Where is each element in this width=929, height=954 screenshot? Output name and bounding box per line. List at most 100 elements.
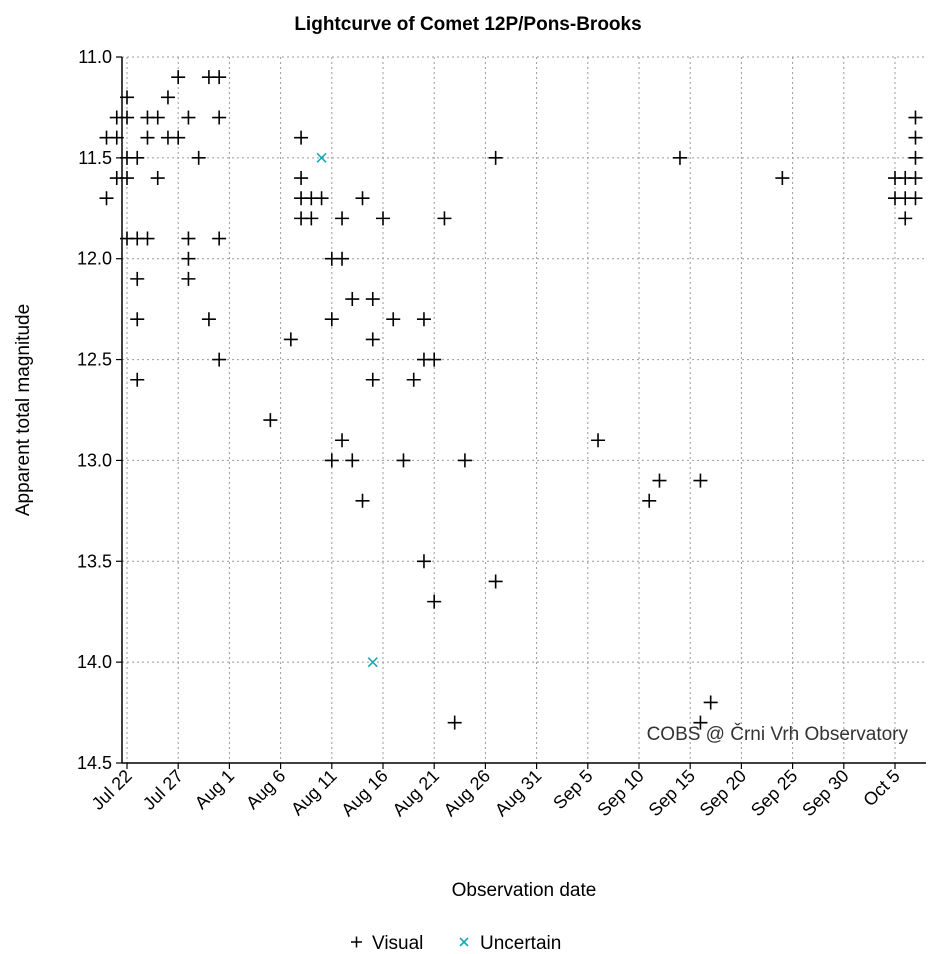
visual-point [365, 332, 380, 347]
visual-point [130, 312, 145, 327]
uncertain-point [316, 152, 327, 163]
visual-point [908, 191, 923, 206]
y-tick-label: 12.5 [77, 350, 112, 370]
x-tick-label: Aug 16 [337, 766, 391, 820]
grid [122, 56, 926, 764]
visual-point [908, 110, 923, 125]
legend-item-uncertain: Uncertain [459, 933, 561, 954]
visual-point [672, 150, 687, 165]
visual-point [345, 292, 360, 307]
visual-point [365, 292, 380, 307]
legend-label-visual: Visual [372, 933, 423, 954]
visual-point [171, 130, 186, 145]
visual-point [130, 372, 145, 387]
x-tick-label: Oct 5 [859, 766, 904, 811]
visual-point [181, 251, 196, 266]
visual-point [693, 715, 708, 730]
x-tick-label: Sep 30 [798, 766, 852, 820]
visual-point [652, 473, 667, 488]
axes [121, 57, 926, 764]
visual-point [109, 130, 124, 145]
visual-point [140, 130, 155, 145]
visual-point [304, 211, 319, 226]
uncertain-point [367, 657, 378, 668]
visual-point [427, 594, 442, 609]
y-tick-label: 14.0 [77, 652, 112, 672]
x-tick-label: Aug 6 [242, 766, 289, 813]
visual-point [294, 130, 309, 145]
visual-point [457, 453, 472, 468]
visual-point [212, 70, 227, 85]
x-tick-label: Sep 25 [747, 766, 801, 820]
visual-point [140, 231, 155, 246]
visual-point [181, 231, 196, 246]
visual-point [324, 453, 339, 468]
x-tick-label: Sep 15 [645, 766, 699, 820]
visual-point [427, 352, 442, 367]
visual-point [335, 251, 350, 266]
visual-point [212, 110, 227, 125]
visual-point [703, 695, 718, 710]
visual-point [120, 171, 134, 186]
visual-point [642, 493, 657, 508]
visual-point [386, 312, 401, 327]
visual-point [488, 150, 503, 165]
visual-point [693, 473, 708, 488]
visual-point [294, 171, 309, 186]
visual-point [171, 70, 186, 85]
observatory-credit: COBS @ Črni Vrh Observatory [647, 723, 909, 745]
legend-label-uncertain: Uncertain [480, 933, 561, 954]
visual-point [130, 150, 145, 165]
uncertain-marker-icon [459, 937, 469, 947]
visual-point [191, 150, 206, 165]
visual-point [396, 453, 411, 468]
y-tick-label: 11.0 [78, 47, 112, 67]
y-tick-labels: 11.0 11.5 12.0 12.5 13.0 13.5 14.0 14.5 [77, 47, 122, 773]
x-tick-label: Aug 11 [287, 766, 341, 820]
visual-point [908, 150, 923, 165]
y-axis-title: Apparent total magnitude [13, 304, 34, 516]
visual-point [908, 130, 923, 145]
y-tick-label: 14.5 [77, 753, 112, 773]
visual-point [120, 110, 134, 125]
visual-point [488, 574, 503, 589]
visual-point [345, 453, 360, 468]
visual-point [416, 554, 431, 569]
visual-point [283, 332, 298, 347]
visual-point [99, 191, 114, 206]
visual-point [181, 110, 196, 125]
visual-point [355, 191, 370, 206]
x-tick-label: Sep 5 [549, 766, 596, 813]
visual-point [447, 715, 462, 730]
y-tick-label: 12.0 [77, 249, 112, 269]
visual-point [181, 271, 196, 286]
visual-point [201, 312, 216, 327]
visual-point [908, 171, 923, 186]
visual-point [898, 211, 913, 226]
y-tick-label: 13.5 [77, 551, 112, 571]
visual-marker-icon [351, 936, 362, 948]
visual-point [150, 110, 165, 125]
visual-point [120, 90, 134, 105]
x-axis-title: Observation date [452, 880, 597, 901]
x-tick-label: Jul 27 [139, 766, 187, 814]
x-tick-label: Sep 20 [696, 766, 750, 820]
visual-point [212, 231, 227, 246]
legend: Visual Uncertain [351, 933, 561, 954]
legend-item-visual: Visual [351, 933, 423, 954]
y-tick-label: 13.0 [77, 450, 112, 470]
visual-point [324, 312, 339, 327]
visual-point [263, 413, 278, 428]
visual-point [150, 171, 165, 186]
x-tick-label: Aug 1 [191, 766, 238, 813]
visual-point [335, 433, 350, 448]
visual-point [314, 191, 329, 206]
visual-point [130, 271, 145, 286]
visual-point [355, 493, 370, 508]
x-tick-label: Aug 26 [440, 766, 494, 820]
visual-point [416, 312, 431, 327]
data-points [99, 70, 923, 730]
visual-point [376, 211, 390, 226]
